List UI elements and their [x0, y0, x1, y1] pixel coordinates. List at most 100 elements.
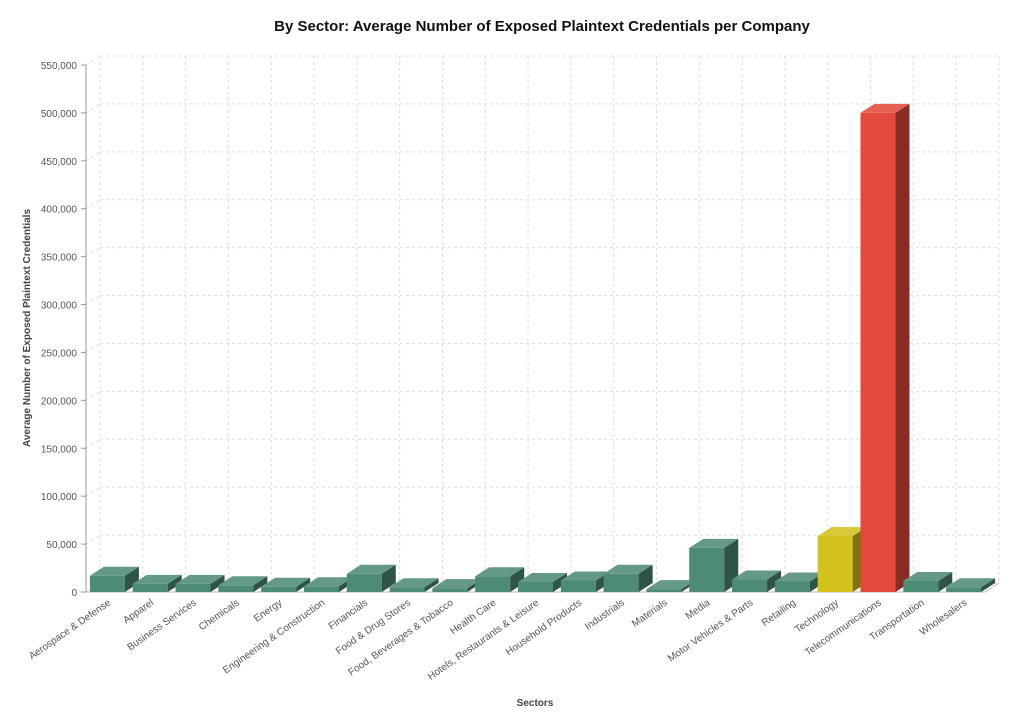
bar	[132, 574, 182, 592]
bar	[646, 580, 696, 592]
bar-front	[89, 575, 125, 592]
bar-top	[603, 564, 653, 574]
y-tick-label: 200,000	[41, 396, 78, 407]
bar-side	[253, 576, 268, 592]
bar-side	[638, 564, 653, 592]
y-tick-label: 550,000	[41, 61, 78, 72]
x-tick-label: Aerospace & Defense	[27, 597, 113, 662]
bar-front	[774, 581, 810, 592]
bar-top	[261, 577, 311, 587]
bar-side	[981, 578, 996, 592]
x-tick-label: Industrials	[583, 597, 627, 632]
bar-side	[424, 578, 439, 592]
bar	[774, 572, 824, 592]
bar-side	[381, 564, 396, 592]
y-tick-label: 300,000	[41, 301, 78, 312]
bar	[89, 566, 139, 592]
bar-side	[296, 577, 311, 592]
bar-side	[124, 566, 139, 592]
bar-top	[860, 103, 910, 113]
bar-front	[218, 585, 254, 592]
bar	[860, 103, 910, 592]
grid-line-side	[85, 295, 101, 305]
bar-front	[646, 589, 682, 592]
bar-front	[175, 583, 211, 592]
bar-side	[767, 570, 782, 592]
bar-side	[210, 574, 225, 592]
bar-top	[946, 578, 996, 588]
bar-top	[774, 572, 824, 582]
bar-top	[817, 526, 867, 536]
x-tick-label: Retailing	[760, 597, 798, 628]
bar-top	[518, 572, 567, 582]
x-tick-label: Chemicals	[197, 597, 242, 633]
y-tick-label: 500,000	[41, 109, 78, 120]
x-axis-line	[86, 582, 1000, 593]
bar-side	[510, 567, 525, 592]
bar	[389, 578, 439, 592]
grid-line-side	[85, 55, 101, 66]
bar-top	[132, 574, 182, 584]
bar	[946, 578, 996, 592]
bar-front	[732, 579, 768, 592]
x-tick-label: Media	[684, 597, 713, 622]
y-tick-label: 350,000	[41, 253, 78, 264]
bar	[218, 576, 268, 592]
bar-front	[389, 587, 425, 592]
chart-title: By Sector: Average Number of Exposed Pla…	[274, 18, 810, 35]
x-tick-label: Household Products	[504, 597, 584, 658]
y-tick-label: 450,000	[41, 157, 78, 168]
grid-line-side	[85, 151, 101, 162]
bar	[175, 574, 225, 592]
bar-front	[603, 573, 639, 592]
bar-side	[167, 574, 182, 592]
bar	[560, 571, 610, 592]
x-axis-label: Sectors	[517, 698, 554, 709]
grid-line-side	[85, 343, 101, 353]
bar	[689, 538, 739, 592]
grid-line-side	[85, 247, 101, 258]
bar-top	[303, 577, 353, 587]
bar-top	[175, 574, 225, 584]
x-tick-label: Apparel	[121, 597, 156, 626]
bar-top	[646, 580, 696, 590]
bars	[89, 103, 996, 592]
bar	[903, 571, 953, 592]
grid-line-side	[85, 534, 101, 545]
y-tick-label: 0	[71, 588, 77, 599]
bar-top	[389, 578, 439, 588]
y-tick-label: 150,000	[41, 444, 78, 455]
bar-front	[346, 573, 382, 592]
bar	[817, 526, 867, 592]
x-tick-label: Telecommunications	[803, 597, 884, 658]
grid-line-side	[85, 438, 101, 449]
grid-line-side	[85, 199, 101, 210]
x-tick-label: Energy	[252, 597, 284, 624]
bar-top	[903, 571, 953, 581]
grid-line-side	[85, 486, 101, 497]
bar	[261, 577, 311, 592]
bar	[603, 564, 653, 592]
bar-front	[261, 586, 297, 592]
grid-line-side	[85, 390, 101, 401]
bar	[346, 564, 396, 592]
x-tick-label: Wholesalers	[918, 597, 969, 638]
bar-top	[475, 567, 525, 577]
y-axis-label: Average Number of Exposed Plaintext Cred…	[22, 209, 33, 447]
bar-front	[560, 580, 596, 592]
bar	[432, 579, 482, 592]
bar-side	[895, 103, 910, 592]
bar-top	[346, 564, 396, 574]
bar-front	[475, 576, 511, 592]
bar	[732, 570, 782, 592]
bar	[475, 567, 525, 592]
y-tick-label: 50,000	[46, 540, 77, 551]
bar-top	[432, 579, 482, 589]
y-tick-label: 250,000	[41, 348, 78, 359]
bar-front	[817, 535, 853, 592]
y-tick-label: 100,000	[41, 492, 78, 503]
bar-side	[938, 571, 953, 592]
bar-front	[903, 580, 939, 592]
